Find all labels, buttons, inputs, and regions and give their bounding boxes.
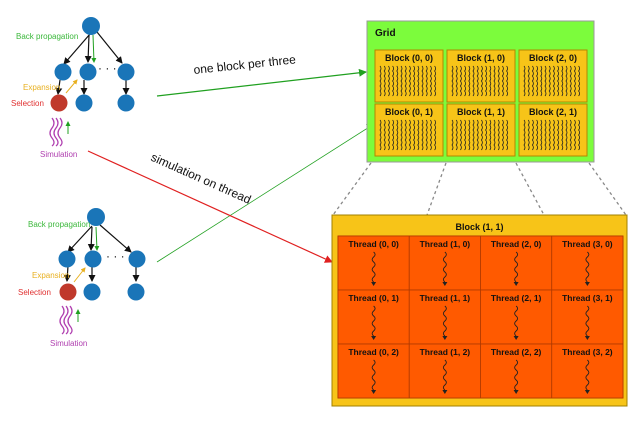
tree-node xyxy=(127,283,145,301)
thread-cell: Thread (0, 2) xyxy=(337,343,410,399)
simulation-thread-caption: simulation on thread xyxy=(149,150,253,207)
simulation-label: Simulation xyxy=(40,150,77,159)
thread-cell: Thread (0, 0) xyxy=(337,235,410,291)
block-label: Block (2, 0) xyxy=(529,53,577,63)
back-propagation-label: Back propagation xyxy=(16,32,78,41)
selection-label: Selection xyxy=(11,99,44,108)
ellipsis: · · · xyxy=(106,249,125,263)
thread-cell: Thread (0, 1) xyxy=(337,289,410,345)
thread-label: Thread (0, 1) xyxy=(348,293,399,303)
thread-cell: Thread (3, 0) xyxy=(551,235,624,291)
thread-wave-icon xyxy=(442,359,448,394)
block-label: Block (0, 0) xyxy=(385,53,433,63)
back-propagation-label: Back propagation xyxy=(28,220,90,229)
tree-to-grid-arrow xyxy=(156,68,367,97)
thread-wave-icon xyxy=(451,65,508,97)
tree2-to-grid-arrow xyxy=(156,123,375,263)
thread-cell: Thread (3, 1) xyxy=(551,289,624,345)
block-detail: Block (1, 1) Thread (0, 0) Thread (1, 0) T… xyxy=(331,214,628,407)
block-label: Block (2, 1) xyxy=(529,107,577,117)
thread-label: Thread (2, 2) xyxy=(491,347,542,357)
thread-wave-icon xyxy=(371,359,377,394)
thread-label: Thread (0, 2) xyxy=(348,347,399,357)
ellipsis: · · · xyxy=(98,61,117,75)
tree-node xyxy=(58,250,76,268)
thread-cell: Thread (1, 1) xyxy=(408,289,481,345)
grid-block: Block (0, 1) xyxy=(374,103,444,157)
simulation-wave-icon xyxy=(49,117,63,147)
thread-wave-icon xyxy=(584,359,590,394)
root-node xyxy=(82,17,100,35)
selected-node xyxy=(59,283,77,301)
thread-cell: Thread (2, 2) xyxy=(480,343,553,399)
thread-label: Thread (1, 1) xyxy=(420,293,471,303)
thread-cell: Thread (3, 2) xyxy=(551,343,624,399)
thread-wave-icon xyxy=(584,251,590,286)
block-label: Block (0, 1) xyxy=(385,107,433,117)
selected-node xyxy=(50,94,68,112)
block-detail-title: Block (1, 1) xyxy=(455,222,503,232)
expansion-label: Expansion xyxy=(23,83,60,92)
thread-cell: Thread (2, 0) xyxy=(480,235,553,291)
thread-label: Thread (3, 2) xyxy=(562,347,613,357)
thread-label: Thread (1, 2) xyxy=(420,347,471,357)
simulation-label: Simulation xyxy=(50,339,87,348)
tree-node xyxy=(83,283,101,301)
expansion-label: Expansion xyxy=(32,271,69,280)
grid-block: Block (0, 0) xyxy=(374,49,444,103)
grid-block: Block (2, 1) xyxy=(518,103,588,157)
thread-wave-icon xyxy=(371,305,377,340)
tree-node xyxy=(79,63,97,81)
grid-block: Block (1, 0) xyxy=(446,49,516,103)
thread-wave-icon xyxy=(379,119,436,151)
thread-wave-icon xyxy=(379,65,436,97)
thread-wave-icon xyxy=(442,305,448,340)
thread-wave-icon xyxy=(523,65,580,97)
thread-label: Thread (1, 0) xyxy=(420,239,471,249)
thread-wave-icon xyxy=(513,359,519,394)
thread-label: Thread (2, 1) xyxy=(491,293,542,303)
thread-wave-icon xyxy=(451,119,508,151)
tree-node xyxy=(54,63,72,81)
selection-label: Selection xyxy=(18,288,51,297)
thread-label: Thread (2, 0) xyxy=(491,239,542,249)
block-label: Block (1, 1) xyxy=(457,107,505,117)
thread-cell: Thread (2, 1) xyxy=(480,289,553,345)
thread-wave-icon xyxy=(513,305,519,340)
thread-wave-icon xyxy=(584,305,590,340)
thread-wave-icon xyxy=(442,251,448,286)
thread-label: Thread (3, 1) xyxy=(562,293,613,303)
thread-wave-icon xyxy=(513,251,519,286)
grid-block: Block (1, 1) xyxy=(446,103,516,157)
simulation-thread-arrow xyxy=(87,150,333,263)
thread-label: Thread (0, 0) xyxy=(348,239,399,249)
zoom-lines xyxy=(332,162,627,216)
thread-label: Thread (3, 0) xyxy=(562,239,613,249)
root-node xyxy=(87,208,105,226)
simulation-wave-icon xyxy=(59,305,73,335)
tree-node xyxy=(75,94,93,112)
thread-wave-icon xyxy=(371,251,377,286)
tree-node xyxy=(128,250,146,268)
thread-cell: Thread (1, 0) xyxy=(408,235,481,291)
one-block-caption: one block per three xyxy=(193,52,297,77)
grid-title: Grid xyxy=(375,28,396,39)
tree-node xyxy=(117,94,135,112)
thread-wave-icon xyxy=(523,119,580,151)
cuda-grid: Grid Block (0, 0) Block (1, 0) Block (2, 0… xyxy=(366,20,595,163)
tree-node xyxy=(84,250,102,268)
mcts-tree-1: · · · Back propagation Expansion Selecti… xyxy=(11,17,135,159)
grid-block: Block (2, 0) xyxy=(518,49,588,103)
block-label: Block (1, 0) xyxy=(457,53,505,63)
tree-node xyxy=(117,63,135,81)
thread-cell: Thread (1, 2) xyxy=(408,343,481,399)
mcts-tree-2: · · · Back propagation Expansion Selecti… xyxy=(18,208,146,348)
